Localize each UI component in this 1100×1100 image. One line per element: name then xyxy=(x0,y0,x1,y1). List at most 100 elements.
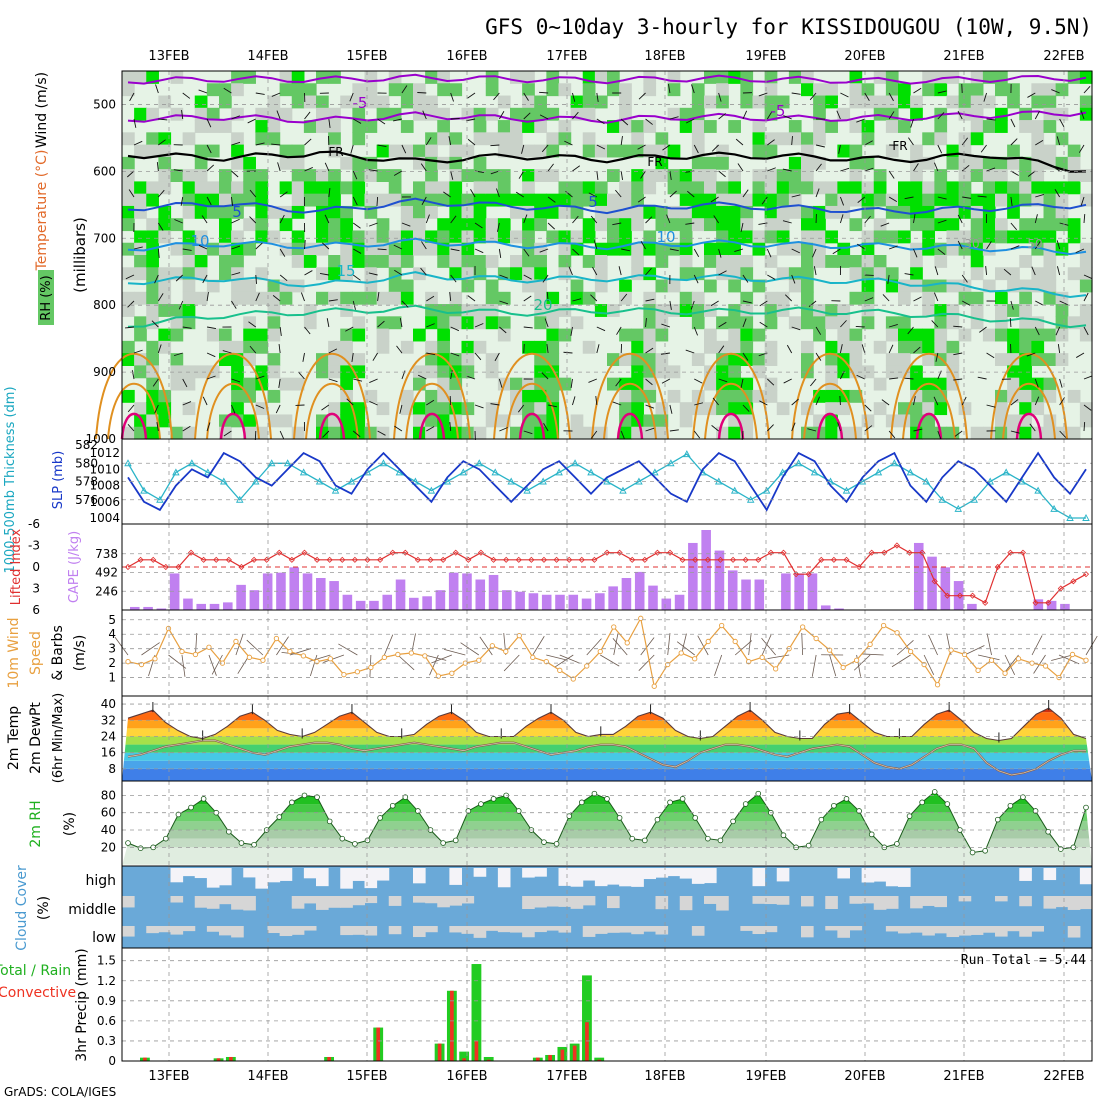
precip-conv-bar xyxy=(450,990,454,1061)
rh-cell xyxy=(1019,291,1032,305)
wind-barb xyxy=(986,404,996,408)
cloud-cell xyxy=(594,926,608,934)
rh-cell xyxy=(970,132,984,146)
cloud-cell xyxy=(752,926,766,935)
wind-barb xyxy=(498,378,503,388)
rh-cell xyxy=(328,426,341,440)
wind-barb xyxy=(521,144,525,154)
wind-barb xyxy=(198,89,208,94)
rh-cell xyxy=(861,242,875,256)
contour-label: FR xyxy=(647,155,662,169)
wind-barb xyxy=(957,214,963,224)
wind-barb xyxy=(255,274,257,285)
rh-marker xyxy=(1045,828,1051,835)
rh-cell xyxy=(255,267,269,281)
rh-cell xyxy=(679,169,693,182)
cloud-cell xyxy=(267,926,281,934)
rh-cell xyxy=(788,169,802,182)
cloud-cell xyxy=(279,868,293,881)
rh-cell xyxy=(1067,218,1081,232)
rh-cell xyxy=(146,426,159,440)
rh-cell xyxy=(182,181,196,195)
rh-cell xyxy=(413,83,426,97)
rh-cell xyxy=(582,132,596,146)
rh-cell xyxy=(558,83,572,97)
wind-marker xyxy=(651,683,657,689)
rh-cell xyxy=(934,193,948,207)
rh-cell xyxy=(534,107,547,121)
rh-cell xyxy=(413,205,426,219)
wind-barb xyxy=(255,292,260,302)
rh-cell xyxy=(534,95,547,109)
rh-cell xyxy=(922,242,935,256)
rh-cell xyxy=(1055,156,1069,170)
rh-cell xyxy=(885,230,899,244)
rh-cell xyxy=(873,181,887,195)
rh-cell xyxy=(691,193,705,207)
wind-barb xyxy=(953,378,963,381)
rh-cell xyxy=(958,291,972,305)
rh-cell xyxy=(607,169,620,182)
cloud-cell xyxy=(1031,926,1044,932)
rh-cell xyxy=(631,193,644,207)
surface-barb xyxy=(168,654,187,669)
cape-bar xyxy=(276,572,286,610)
cloud-cell xyxy=(340,896,353,908)
wind-barb xyxy=(856,374,865,380)
wind-barb xyxy=(815,352,822,361)
rh-cell xyxy=(449,144,463,158)
li-marker xyxy=(389,549,396,556)
wind-barb xyxy=(718,270,727,276)
rh-cell xyxy=(413,242,426,256)
wind-barb xyxy=(449,421,452,432)
rh-marker xyxy=(667,799,673,806)
wind-barb xyxy=(718,113,726,120)
rh-cell xyxy=(449,83,463,97)
rh-cell xyxy=(206,83,220,97)
precip-conv-bar xyxy=(462,1058,466,1061)
rh-marker xyxy=(276,814,283,820)
y-tick-label: 8 xyxy=(108,762,116,776)
wind-marker xyxy=(287,648,293,655)
rh-cell xyxy=(837,255,851,268)
surface-barb xyxy=(761,637,776,656)
rh-cell xyxy=(995,267,1008,281)
wind-barb xyxy=(1034,326,1040,336)
rh-cell xyxy=(643,242,657,256)
wind-barb xyxy=(420,163,427,172)
wind-barb xyxy=(181,110,184,120)
wind-barb xyxy=(786,344,793,354)
rh-cell xyxy=(631,267,644,281)
rh-cell xyxy=(1031,120,1045,133)
rh-cell xyxy=(716,205,729,219)
panel-side-label: Speed xyxy=(28,631,44,675)
wind-barb xyxy=(864,215,871,224)
wind-barb xyxy=(758,92,768,97)
rh-cell xyxy=(473,193,487,207)
rh-cell xyxy=(376,193,390,207)
wind-barb xyxy=(154,274,159,284)
wind-barb xyxy=(718,321,727,328)
wind-barb xyxy=(300,292,305,302)
wind-barb xyxy=(1057,344,1061,354)
rh-cell xyxy=(352,316,366,330)
rh-cell xyxy=(582,95,596,109)
precip-total-bar xyxy=(483,1056,494,1061)
rh-cell xyxy=(898,353,911,366)
wind-barb xyxy=(737,163,744,172)
cloud-cell xyxy=(558,926,572,933)
contour-label: FR xyxy=(328,145,343,159)
y-tick-label: 576 xyxy=(75,493,98,507)
rh-cell xyxy=(328,340,341,354)
rh-cell xyxy=(473,205,487,219)
panel-side-label: CAPE (J/kg) xyxy=(67,531,82,603)
contour-label: -5 xyxy=(771,102,786,120)
wind-barb xyxy=(953,352,963,356)
rh-cell xyxy=(619,144,632,158)
wind-barb xyxy=(693,248,700,258)
rh-cell xyxy=(691,291,705,305)
wind-barb xyxy=(864,140,873,146)
y-tick-label: 1004 xyxy=(89,511,120,525)
wind-barb xyxy=(661,378,671,384)
wind-marker xyxy=(867,641,873,647)
